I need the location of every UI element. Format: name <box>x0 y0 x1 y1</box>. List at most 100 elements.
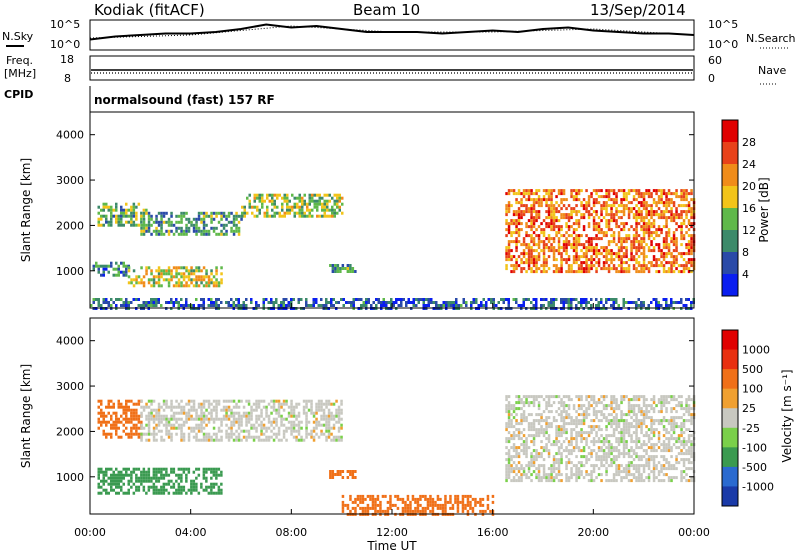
data-cell <box>192 482 196 486</box>
data-cell <box>645 216 648 220</box>
data-cell <box>140 399 143 403</box>
data-cell <box>317 399 321 403</box>
data-cell <box>157 470 161 474</box>
data-cell <box>419 497 422 501</box>
data-cell <box>162 214 166 218</box>
data-cell <box>311 199 314 203</box>
data-cell <box>327 411 331 415</box>
data-cell <box>182 229 186 233</box>
data-cell <box>532 240 536 244</box>
data-cell <box>276 196 279 200</box>
data-cell <box>650 301 653 304</box>
data-cell <box>690 225 693 229</box>
data-cell <box>150 432 153 436</box>
data-cell <box>617 225 621 229</box>
data-cell <box>602 195 606 199</box>
data-cell <box>212 226 216 230</box>
data-cell <box>250 417 253 421</box>
data-cell <box>510 422 513 426</box>
data-cell <box>110 399 113 403</box>
data-cell <box>580 413 583 417</box>
data-cell <box>552 416 556 420</box>
data-cell <box>250 411 253 415</box>
data-cell <box>317 304 320 307</box>
data-cell <box>127 408 130 412</box>
data-cell <box>152 476 156 480</box>
data-cell <box>170 214 173 218</box>
data-cell <box>105 479 108 483</box>
data-cell <box>160 420 163 424</box>
data-cell <box>510 464 513 468</box>
data-cell <box>542 446 546 450</box>
data-cell <box>647 192 651 196</box>
data-cell <box>680 431 683 435</box>
data-cell <box>637 222 641 226</box>
data-cell <box>545 476 548 480</box>
data-cell <box>200 304 203 307</box>
data-cell <box>682 419 686 423</box>
data-cell <box>145 476 148 480</box>
data-cell <box>97 405 100 409</box>
data-cell <box>525 192 528 196</box>
data-cell <box>565 207 568 211</box>
data-cell <box>575 213 578 217</box>
data-cell <box>147 281 151 285</box>
data-cell <box>130 278 133 282</box>
data-cell <box>120 420 123 424</box>
data-cell <box>637 234 641 238</box>
data-cell <box>263 211 266 215</box>
data-cell <box>552 395 556 399</box>
data-cell <box>597 225 601 229</box>
data-cell <box>565 422 568 426</box>
data-cell <box>670 479 673 483</box>
data-cell <box>366 509 370 513</box>
data-cell <box>575 431 578 435</box>
data-cell <box>610 419 613 423</box>
data-cell <box>542 243 546 247</box>
data-cell <box>632 228 636 232</box>
data-cell <box>330 411 333 415</box>
data-cell <box>127 405 130 409</box>
data-cell <box>542 410 546 414</box>
data-cell <box>172 284 176 288</box>
data-cell <box>195 417 198 421</box>
data-cell <box>652 476 656 480</box>
data-cell <box>645 228 648 232</box>
data-cell <box>140 423 143 427</box>
data-cell <box>510 458 513 462</box>
data-cell <box>672 231 676 235</box>
data-cell <box>132 205 136 209</box>
data-cell <box>175 473 178 477</box>
data-cell <box>527 210 531 214</box>
data-cell <box>560 201 563 205</box>
data-cell <box>532 237 536 241</box>
data-cell <box>520 228 523 232</box>
data-cell <box>270 420 273 424</box>
data-cell <box>525 437 528 441</box>
data-cell <box>177 278 181 282</box>
data-cell <box>152 485 156 489</box>
data-cell <box>522 189 526 193</box>
data-cell <box>359 494 362 498</box>
data-cell <box>282 417 286 421</box>
data-cell <box>590 207 593 211</box>
data-cell <box>205 414 208 418</box>
data-cell <box>550 395 553 399</box>
data-cell <box>685 216 688 220</box>
data-cell <box>545 237 548 241</box>
data-cell <box>364 497 367 501</box>
data-cell <box>235 226 238 230</box>
data-cell <box>652 419 656 423</box>
data-cell <box>605 434 608 438</box>
data-cell <box>587 237 591 241</box>
data-cell <box>600 461 603 465</box>
data-cell <box>582 261 586 265</box>
data-cell <box>290 423 293 427</box>
data-cell <box>273 193 276 197</box>
data-cell <box>505 425 508 429</box>
data-cell <box>272 438 276 442</box>
data-cell <box>266 205 269 209</box>
data-cell <box>105 214 108 218</box>
data-cell <box>407 301 410 304</box>
data-cell <box>675 255 678 259</box>
